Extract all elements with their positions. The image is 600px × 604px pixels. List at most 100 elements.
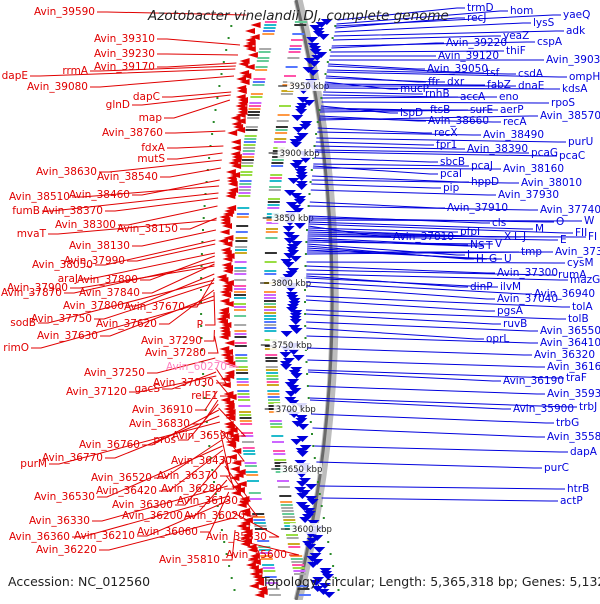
reverse-gene-label: rpoS xyxy=(551,97,575,109)
category-band xyxy=(242,150,255,152)
forward-gene-leader xyxy=(147,357,216,374)
reverse-gene-leader xyxy=(319,109,498,113)
reverse-gene-arrow xyxy=(323,592,336,598)
forward-gene-label: Avin_36370 xyxy=(157,470,218,482)
category-band xyxy=(245,126,258,128)
category-band xyxy=(281,510,294,512)
category-band xyxy=(241,165,254,167)
category-band xyxy=(256,60,269,62)
reverse-gene-label: V xyxy=(495,238,503,250)
category-band xyxy=(238,189,251,191)
reverse-gene-label: dapA xyxy=(570,446,598,458)
category-band xyxy=(234,315,247,317)
category-band xyxy=(240,171,253,173)
green-track-dot xyxy=(312,445,315,447)
reverse-gene-leader xyxy=(314,151,557,157)
forward-gene-arrow xyxy=(241,73,252,79)
kbp-tick-bg xyxy=(277,147,320,158)
green-track-dot xyxy=(211,133,214,135)
reverse-gene-arrow xyxy=(308,61,321,67)
category-band xyxy=(290,555,303,557)
forward-gene-label: Avin_35600 xyxy=(226,549,287,561)
forward-gene-arrow xyxy=(249,571,260,577)
category-band xyxy=(235,354,248,356)
forward-gene-label: Avin_36060 xyxy=(137,526,198,538)
reverse-gene-leader xyxy=(315,145,465,150)
category-band xyxy=(298,594,311,596)
category-band xyxy=(235,366,248,368)
category-band xyxy=(242,447,255,449)
reverse-gene-label: purC xyxy=(544,462,569,474)
category-band xyxy=(234,324,247,326)
forward-gene-leader xyxy=(195,390,218,411)
forward-gene-leader xyxy=(175,459,225,506)
forward-gene-leader xyxy=(90,65,236,72)
category-band xyxy=(275,129,288,131)
forward-gene-arrow xyxy=(226,394,237,400)
kbp-tick-bg xyxy=(273,403,316,414)
reverse-gene-arrow xyxy=(280,364,293,370)
forward-gene-label: Avin_37120 xyxy=(66,386,127,398)
reverse-gene-label: Avin_38570 xyxy=(540,110,600,122)
reverse-gene-arrow xyxy=(290,142,303,148)
forward-gene-arrow xyxy=(229,436,240,442)
category-band xyxy=(269,177,282,179)
forward-gene-arrow xyxy=(230,115,241,121)
forward-gene-leader xyxy=(162,371,217,390)
genome-title: Azotobacter vinelandii DJ, complete geno… xyxy=(148,8,449,24)
reverse-gene-leader xyxy=(321,101,549,104)
reverse-gene-label: pcaG xyxy=(531,147,558,159)
forward-gene-leader xyxy=(49,421,221,465)
category-band xyxy=(253,519,266,521)
forward-gene-label: P xyxy=(197,319,203,331)
category-band xyxy=(235,246,248,248)
forward-gene-leader xyxy=(80,252,216,280)
green-track-dot xyxy=(202,217,205,219)
green-track-dot xyxy=(209,457,212,459)
category-band xyxy=(235,360,248,362)
category-band xyxy=(239,420,252,422)
category-band xyxy=(277,486,290,488)
reverse-gene-leader xyxy=(325,77,445,83)
category-band xyxy=(273,453,286,455)
category-band xyxy=(244,138,257,140)
reverse-gene-label: tsf xyxy=(486,67,500,79)
forward-gene-label: dapC xyxy=(133,91,160,103)
forward-gene-arrow xyxy=(227,427,238,433)
green-track-dot xyxy=(317,481,319,483)
green-track-dot xyxy=(313,457,316,459)
forward-gene-arrow xyxy=(225,193,236,199)
forward-gene-arrow xyxy=(229,466,240,472)
green-track-dot xyxy=(204,409,207,411)
category-band xyxy=(248,492,261,494)
forward-gene-leader xyxy=(140,255,215,281)
forward-gene-label: glnD xyxy=(106,99,130,111)
category-band xyxy=(283,522,296,524)
category-band xyxy=(279,495,292,497)
green-track-dot xyxy=(216,505,219,507)
forward-gene-leader xyxy=(220,429,246,462)
green-track-dot xyxy=(309,181,312,183)
category-band xyxy=(267,207,280,209)
category-band xyxy=(292,567,305,569)
category-band xyxy=(255,66,268,68)
reverse-gene-label: Avin_35900 xyxy=(513,403,574,415)
category-band xyxy=(245,129,258,131)
category-band xyxy=(264,312,277,314)
reverse-gene-label: FII xyxy=(575,227,587,239)
reverse-gene-label: tolA xyxy=(572,301,593,313)
category-band xyxy=(234,273,247,275)
reverse-gene-leader xyxy=(308,227,458,233)
category-band xyxy=(237,207,250,209)
reverse-gene-label: J xyxy=(522,231,526,243)
green-track-dot xyxy=(214,493,217,495)
forward-gene-arrow xyxy=(222,286,233,292)
reverse-gene-label: csdA xyxy=(518,68,544,80)
reverse-gene-label: X xyxy=(504,231,511,243)
green-track-dot xyxy=(337,589,340,591)
green-track-dot xyxy=(211,469,214,471)
green-track-dot xyxy=(327,541,330,543)
green-track-dot xyxy=(318,493,321,495)
category-band xyxy=(247,114,260,116)
